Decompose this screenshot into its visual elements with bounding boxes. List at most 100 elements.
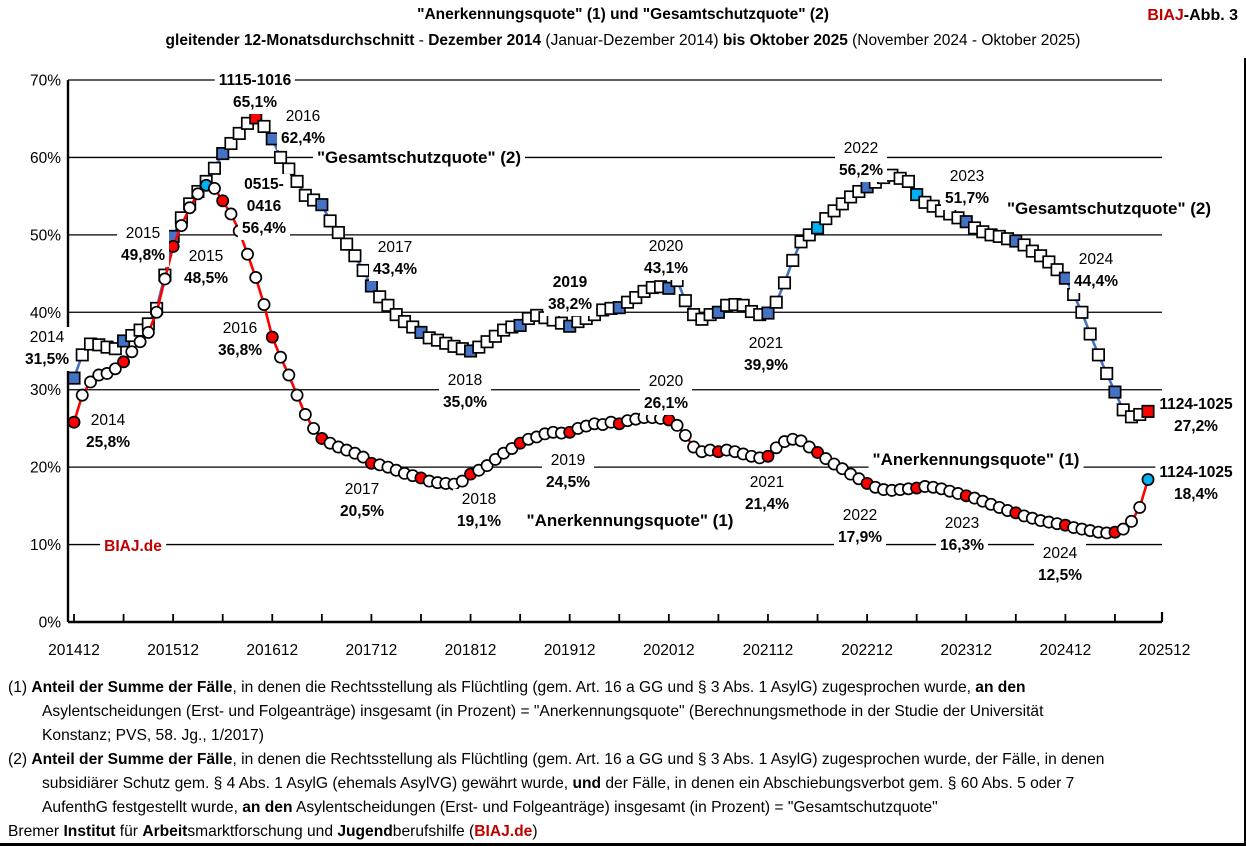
data-point-circle bbox=[67, 415, 81, 429]
footnote-line: subsidiärer Schutz gem. § 4 Abs. 1 AsylG… bbox=[42, 775, 1075, 792]
data-point-square bbox=[1100, 366, 1114, 381]
data-point-square bbox=[761, 306, 775, 320]
footnote-line: Asylentscheidungen (Erst- und Folgeanträ… bbox=[42, 703, 1044, 720]
y-tick-label: 20% bbox=[30, 460, 61, 477]
footnote-line: (2) Anteil der Summe der Fälle, in denen… bbox=[8, 751, 1105, 768]
data-point-circle bbox=[282, 368, 296, 382]
data-point-square bbox=[67, 371, 81, 385]
text-segment: "Anerkennungsquote" (1) und "Gesamtschut… bbox=[417, 6, 829, 23]
data-point-square bbox=[257, 119, 271, 134]
footnote-line: AufenthG festgestellt wurde, an den Asyl… bbox=[42, 799, 938, 816]
data-point-circle bbox=[207, 181, 221, 195]
data-point-square bbox=[364, 279, 378, 293]
x-tick-label: 201412 bbox=[48, 642, 100, 659]
data-point-circle bbox=[1116, 522, 1130, 536]
data-point-circle bbox=[133, 335, 147, 349]
data-point-circle bbox=[298, 408, 312, 421]
x-tick-label: 201812 bbox=[445, 642, 497, 659]
data-point-square bbox=[282, 162, 296, 176]
data-point-circle bbox=[108, 362, 122, 376]
text-segment: BIAJ bbox=[1147, 7, 1184, 24]
data-point-square bbox=[389, 308, 403, 322]
x-tick-label: 202112 bbox=[743, 642, 794, 659]
data-point-circle bbox=[249, 270, 263, 284]
data-point-circle bbox=[84, 375, 97, 389]
x-tick-label: 202512 bbox=[1139, 642, 1191, 659]
data-point-square bbox=[1091, 348, 1105, 362]
y-tick-label: 70% bbox=[30, 73, 61, 90]
footnote-line: Konstanz; PVS, 58. Jg., 1/2017) bbox=[42, 727, 264, 744]
data-point-square bbox=[1141, 404, 1155, 418]
data-point-square bbox=[513, 318, 527, 332]
data-point-circle bbox=[224, 207, 238, 221]
data-point-square bbox=[670, 273, 684, 288]
data-point-square bbox=[835, 197, 849, 211]
data-point-circle bbox=[191, 187, 205, 201]
data-point-square bbox=[207, 161, 221, 175]
data-point-square bbox=[786, 253, 800, 267]
data-point-square bbox=[777, 276, 792, 290]
x-tick-label: 201712 bbox=[346, 642, 398, 659]
x-tick-label: 201912 bbox=[544, 642, 596, 659]
data-point-square bbox=[1042, 255, 1056, 269]
data-point-circle bbox=[455, 474, 469, 488]
data-point-circle bbox=[117, 355, 131, 369]
footnotes: (1) Anteil der Summe der Fälle, in denen… bbox=[8, 676, 1240, 844]
data-point-circle bbox=[183, 201, 197, 215]
data-point-square bbox=[827, 204, 841, 218]
footnote-line: Bremer Institut für Arbeitsmarktforschun… bbox=[8, 823, 538, 840]
data-point-square bbox=[810, 221, 825, 235]
data-point-square bbox=[323, 214, 337, 228]
data-point-square bbox=[348, 249, 362, 263]
data-point-circle bbox=[150, 305, 164, 319]
data-point-square bbox=[910, 188, 924, 202]
x-tick-label: 201512 bbox=[147, 642, 199, 659]
text-segment: Dezember 2014 bbox=[428, 32, 546, 49]
data-point-square bbox=[315, 198, 329, 212]
data-point-square bbox=[290, 174, 304, 188]
footnote-line: (1) Anteil der Summe der Fälle, in denen… bbox=[8, 679, 1026, 696]
data-point-square bbox=[1075, 305, 1089, 319]
data-point-square bbox=[678, 294, 692, 308]
data-point-circle bbox=[678, 428, 692, 442]
data-point-square bbox=[662, 281, 676, 295]
data-point-square bbox=[794, 235, 808, 249]
chart-title: "Anerkennungsquote" (1) und "Gesamtschut… bbox=[0, 6, 1246, 24]
x-tick-label: 202312 bbox=[940, 642, 992, 659]
y-tick-label: 10% bbox=[30, 537, 61, 554]
y-tick-label: 40% bbox=[30, 305, 61, 322]
data-point-circle bbox=[216, 194, 230, 208]
text-segment: gleitender 12-Monatsdurchschnitt bbox=[165, 32, 415, 49]
data-point-circle bbox=[670, 418, 684, 432]
data-point-square bbox=[819, 212, 833, 226]
data-point-square bbox=[1067, 287, 1081, 302]
text-segment: -Abb. 3 bbox=[1183, 7, 1238, 24]
data-point-circle bbox=[1125, 514, 1138, 528]
data-point-square bbox=[901, 174, 915, 188]
data-point-circle bbox=[257, 298, 271, 311]
data-point-square bbox=[232, 126, 246, 140]
chart-subtitle: gleitender 12-Monatsdurchschnitt - Dezem… bbox=[0, 32, 1246, 50]
frame-bottom-border bbox=[0, 843, 1246, 846]
data-point-square bbox=[381, 298, 395, 312]
data-point-square bbox=[340, 237, 354, 251]
data-point-square bbox=[75, 348, 89, 362]
data-point-square bbox=[769, 295, 783, 309]
text-segment: - bbox=[414, 32, 429, 49]
data-point-square bbox=[1050, 263, 1064, 277]
data-point-square bbox=[331, 225, 345, 240]
data-point-square bbox=[108, 342, 122, 356]
text-segment: (November 2024 - Oktober 2025) bbox=[852, 32, 1081, 49]
data-point-circle bbox=[1141, 473, 1155, 486]
frame-right-border bbox=[1244, 58, 1246, 846]
data-point-circle bbox=[174, 219, 188, 233]
data-point-square bbox=[1083, 327, 1097, 341]
y-tick-label: 30% bbox=[30, 382, 61, 399]
data-point-circle bbox=[75, 388, 89, 402]
data-point-square bbox=[1058, 271, 1072, 285]
data-point-circle bbox=[761, 449, 775, 463]
data-point-square bbox=[1116, 403, 1130, 417]
data-point-square bbox=[224, 136, 238, 151]
data-point-square bbox=[1108, 385, 1122, 399]
